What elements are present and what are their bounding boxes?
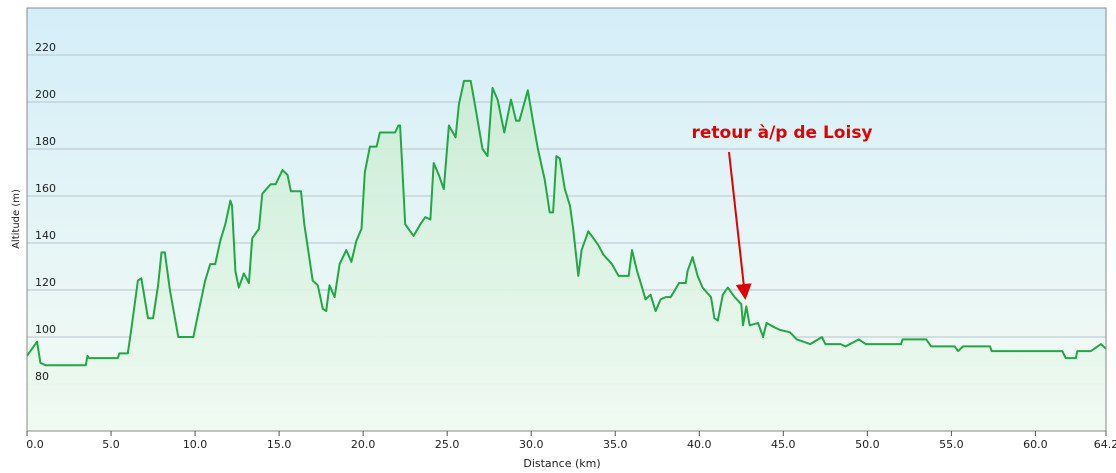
- x-tick-label: 30.0: [519, 438, 544, 451]
- x-axis-title: Distance (km): [523, 457, 600, 470]
- x-tick-label: 20.0: [351, 438, 376, 451]
- x-tick-label: 55.0: [939, 438, 964, 451]
- y-tick-label: 180: [35, 135, 56, 148]
- plot-frame: [26, 7, 1107, 432]
- x-tick-label: 35.0: [603, 438, 628, 451]
- annotation: retour à/p de Loisy: [691, 123, 872, 143]
- x-tick-label: 40.0: [687, 438, 712, 451]
- y-tick-label: 140: [35, 229, 56, 242]
- x-tick-label: 64.2: [1094, 438, 1116, 451]
- y-tick-label: 200: [35, 88, 56, 101]
- x-tick-label: 25.0: [435, 438, 460, 451]
- elevation-line: [26, 79, 1107, 367]
- y-axis-title: Altitude (m): [11, 189, 22, 249]
- x-tick-label: 5.0: [102, 438, 120, 451]
- x-tick-label: 50.0: [855, 438, 880, 451]
- x-tick-label: 0.0: [26, 438, 44, 451]
- y-tick-label: 80: [35, 370, 49, 383]
- y-tick-label: 120: [35, 276, 56, 289]
- x-tick-label: 10.0: [183, 438, 208, 451]
- y-tick-label: 220: [35, 41, 56, 54]
- y-tick-label: 100: [35, 323, 56, 336]
- x-tick-label: 60.0: [1023, 438, 1048, 451]
- annotation-arrow: [728, 151, 752, 300]
- area-fill: [27, 80, 1106, 432]
- x-tick-label: 45.0: [771, 438, 796, 451]
- y-tick-label: 160: [35, 182, 56, 195]
- x-tick-label: 15.0: [267, 438, 292, 451]
